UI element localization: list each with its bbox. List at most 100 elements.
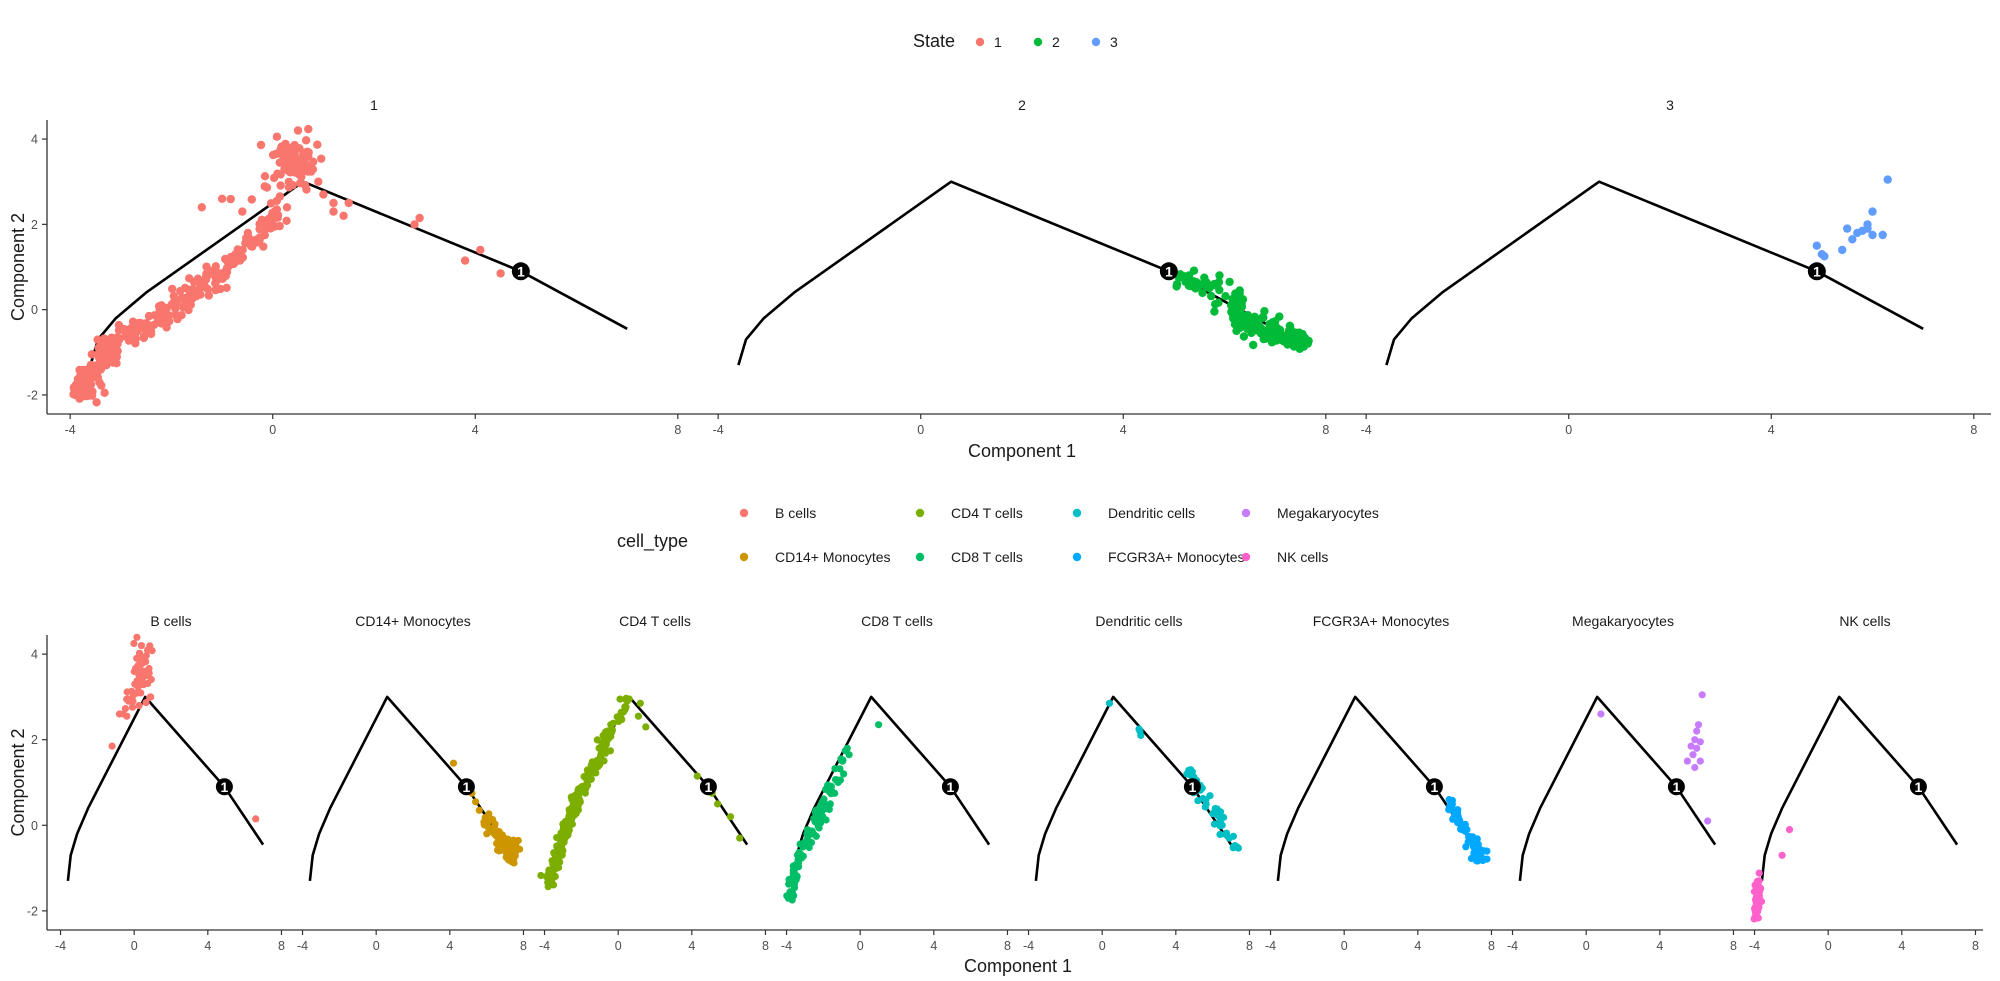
data-point [1225, 834, 1233, 842]
data-point [1275, 312, 1284, 321]
data-point [549, 871, 558, 879]
branch-point-circle [1159, 262, 1178, 281]
x-tick-label: 4 [1172, 939, 1179, 953]
data-point [133, 689, 141, 697]
data-point [1755, 869, 1763, 877]
trajectory-line [1518, 695, 1717, 882]
data-point [837, 756, 846, 765]
cell-type-axis-titles: Component 1 Component 2 [8, 728, 1072, 976]
data-point [604, 734, 613, 742]
data-point [560, 833, 568, 842]
data-point [107, 333, 116, 342]
legend-item: 1 [975, 34, 1002, 50]
facet-strip-label: 3 [1666, 97, 1674, 113]
x-tick-label: 8 [1246, 939, 1253, 953]
data-point [276, 181, 285, 190]
data-point [204, 270, 213, 279]
data-point [831, 765, 839, 773]
data-point [286, 148, 295, 157]
data-point [131, 339, 140, 348]
data-point [177, 311, 186, 320]
data-point [616, 695, 624, 703]
legend-label: CD14+ Monocytes [775, 549, 891, 565]
data-point [144, 646, 152, 654]
data-point [162, 323, 171, 332]
data-point [553, 842, 561, 850]
data-point [562, 823, 570, 831]
data-point [293, 126, 303, 135]
x-tick-label: 4 [1656, 939, 1663, 953]
facet-strip-label: 1 [370, 97, 378, 113]
data-point [812, 832, 820, 840]
data-point [1174, 273, 1184, 282]
data-point [1704, 817, 1712, 825]
x-tick-label: -4 [65, 423, 76, 437]
data-point [185, 274, 194, 283]
legend-label: 3 [1110, 34, 1118, 50]
y-tick-label: 4 [31, 648, 38, 662]
data-point [487, 824, 495, 833]
data-point [1260, 307, 1269, 316]
axes: -4 0 4 8 [773, 929, 1015, 953]
legend-label: NK cells [1277, 549, 1328, 565]
data-point [92, 398, 101, 407]
cell-points [1172, 266, 1313, 353]
data-point [344, 198, 353, 208]
data-point [83, 368, 93, 377]
data-point [145, 664, 153, 673]
data-point [545, 866, 553, 874]
legend-item: 3 [1091, 34, 1118, 50]
facet-panel: NK cells 1 -4 0 4 8 [1741, 613, 1983, 953]
data-point [1282, 331, 1291, 340]
data-point [799, 852, 807, 860]
data-point [827, 782, 836, 791]
data-point [1268, 324, 1277, 333]
data-point [1683, 757, 1691, 765]
data-point [1210, 307, 1219, 316]
data-point [302, 163, 311, 172]
cell-points [783, 721, 883, 904]
x-tick-label: -4 [1265, 939, 1276, 953]
data-point [496, 269, 505, 278]
y-tick-label: 2 [31, 733, 38, 747]
data-point [1698, 691, 1706, 699]
x-tick-label: 4 [472, 423, 479, 437]
trajectory-line [1276, 695, 1475, 882]
x-tick-label: -4 [1749, 939, 1760, 953]
data-point [617, 708, 625, 717]
data-point [1228, 294, 1237, 304]
branch-point-marker: 1 [215, 778, 233, 796]
data-point [843, 744, 851, 752]
data-point [622, 704, 630, 712]
branch-point-circle [699, 778, 717, 796]
x-tick-label: 8 [1004, 939, 1011, 953]
data-point [199, 282, 208, 291]
data-point [137, 324, 146, 333]
x-axis-title: Component 1 [964, 956, 1072, 976]
data-point [108, 742, 116, 750]
x-tick-label: 8 [1972, 939, 1979, 953]
data-point [548, 857, 556, 865]
data-point [642, 723, 650, 731]
cell-points [1750, 826, 1794, 923]
data-point [1197, 280, 1207, 289]
legend-title: cell_type [617, 531, 688, 552]
data-point [302, 185, 311, 194]
data-point [1188, 768, 1196, 776]
data-point [1239, 332, 1249, 341]
data-point [1210, 279, 1219, 289]
legend-item: CD4 T cells [915, 505, 1023, 521]
cell-points [449, 759, 524, 867]
legend-title: State [913, 31, 955, 51]
data-point [476, 245, 485, 255]
data-point [1207, 291, 1216, 301]
data-point [1843, 224, 1852, 233]
data-point [75, 394, 84, 403]
data-point [1883, 175, 1892, 184]
branch-point-label: 1 [517, 263, 525, 279]
facet-panel: CD8 T cells 1 -4 0 4 8 [773, 613, 1015, 953]
data-point [1696, 738, 1704, 746]
x-tick-label: 4 [1768, 423, 1775, 437]
data-point [634, 712, 643, 720]
data-point [1211, 300, 1220, 309]
